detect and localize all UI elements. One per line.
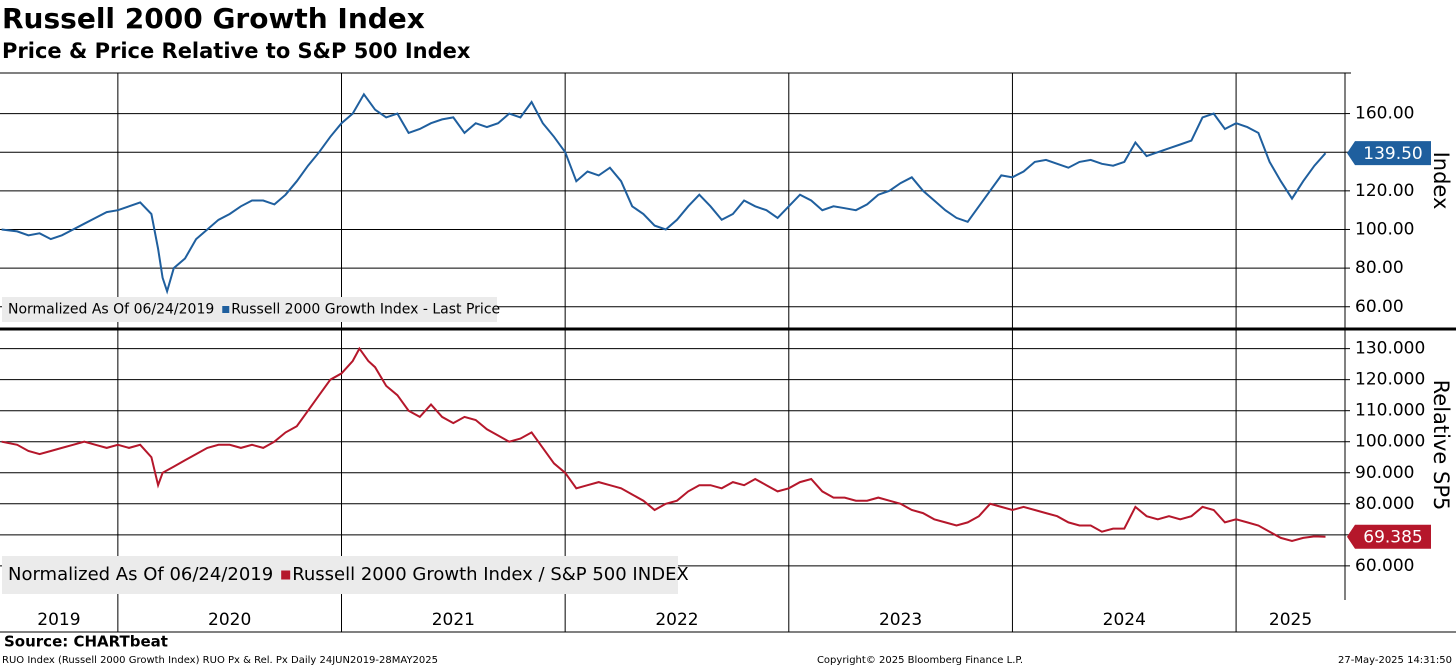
last-value-box bbox=[1347, 524, 1431, 549]
x-tick-label: 2020 bbox=[208, 610, 251, 630]
legend-note: Normalized As Of 06/24/2019 bbox=[8, 564, 273, 585]
y-tick-label: 80.00 bbox=[1355, 258, 1404, 278]
source: Source: CHARTbeat bbox=[4, 633, 168, 651]
legend-label: Russell 2000 Growth Index / S&P 500 INDE… bbox=[292, 564, 689, 585]
legend-box bbox=[2, 556, 678, 594]
footer-left: RUO Index (Russell 2000 Growth Index) RU… bbox=[2, 655, 438, 666]
y-tick-label: 120.000 bbox=[1355, 370, 1425, 390]
last-value-label: 69.385 bbox=[1363, 528, 1422, 548]
legend-swatch bbox=[222, 306, 230, 313]
footer-center: Copyright© 2025 Bloomberg Finance L.P. bbox=[817, 655, 1023, 666]
x-tick-label: 2023 bbox=[879, 610, 922, 630]
y-tick-label: 100.00 bbox=[1355, 219, 1414, 239]
x-tick-label: 2025 bbox=[1269, 610, 1312, 630]
x-tick-label: 2024 bbox=[1103, 610, 1146, 630]
legend-label: Russell 2000 Growth Index - Last Price bbox=[231, 302, 500, 318]
y-axis-title: Relative SP5 bbox=[1429, 380, 1453, 511]
y-tick-label: 90.000 bbox=[1355, 463, 1414, 483]
x-tick-label: 2022 bbox=[655, 610, 698, 630]
legend-note: Normalized As Of 06/24/2019 bbox=[8, 302, 214, 318]
y-tick-label: 130.000 bbox=[1355, 339, 1425, 359]
last-value-box bbox=[1347, 141, 1431, 166]
series-line bbox=[1, 92, 1327, 295]
y-tick-label: 120.00 bbox=[1355, 181, 1414, 201]
y-tick-label: 100.000 bbox=[1355, 432, 1425, 452]
legend-box bbox=[2, 297, 497, 322]
y-tick-label: 80.000 bbox=[1355, 494, 1414, 514]
legend-swatch bbox=[281, 570, 291, 580]
y-axis-title: Index bbox=[1429, 152, 1453, 210]
y-tick-label: 160.00 bbox=[1355, 104, 1414, 124]
y-tick-label: 60.000 bbox=[1355, 556, 1414, 576]
x-tick-label: 2021 bbox=[432, 610, 475, 630]
series-line bbox=[1, 346, 1326, 543]
last-value-label: 139.50 bbox=[1363, 144, 1422, 164]
x-tick-label: 2019 bbox=[37, 610, 80, 630]
chart-title: Russell 2000 Growth Index bbox=[2, 2, 425, 35]
chart-subtitle: Price & Price Relative to S&P 500 Index bbox=[2, 39, 471, 63]
footer-right: 27-May-2025 14:31:50 bbox=[1338, 655, 1452, 666]
y-tick-label: 110.000 bbox=[1355, 401, 1425, 421]
y-tick-label: 60.00 bbox=[1355, 297, 1404, 317]
